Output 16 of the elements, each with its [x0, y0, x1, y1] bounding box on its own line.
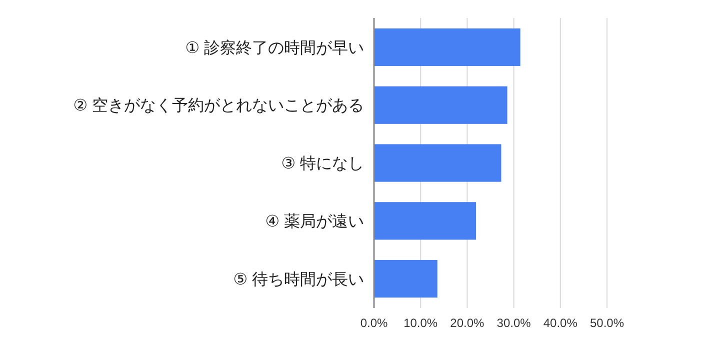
bar [374, 260, 438, 298]
y-tick-label: ① 診察終了の時間が早い [185, 38, 364, 57]
x-tick-label: 50.0% [590, 316, 624, 330]
bar [374, 202, 476, 240]
x-tick-label: 40.0% [543, 316, 578, 330]
bar [374, 86, 508, 124]
x-tick-label: 10.0% [404, 316, 438, 330]
y-tick-label: ④ 薬局が遠い [265, 212, 364, 230]
x-tick-label: 0.0% [360, 316, 388, 330]
x-tick-label: 30.0% [496, 316, 532, 330]
bar [374, 144, 502, 182]
x-tick-label: 20.0% [450, 316, 485, 330]
y-tick-label: ⑤ 待ち時間が長い [233, 270, 364, 288]
y-tick-label: ③ 特になし [281, 154, 364, 173]
y-tick-label: ② 空きがなく予約がとれないことがある [73, 96, 364, 115]
bar [374, 28, 520, 66]
